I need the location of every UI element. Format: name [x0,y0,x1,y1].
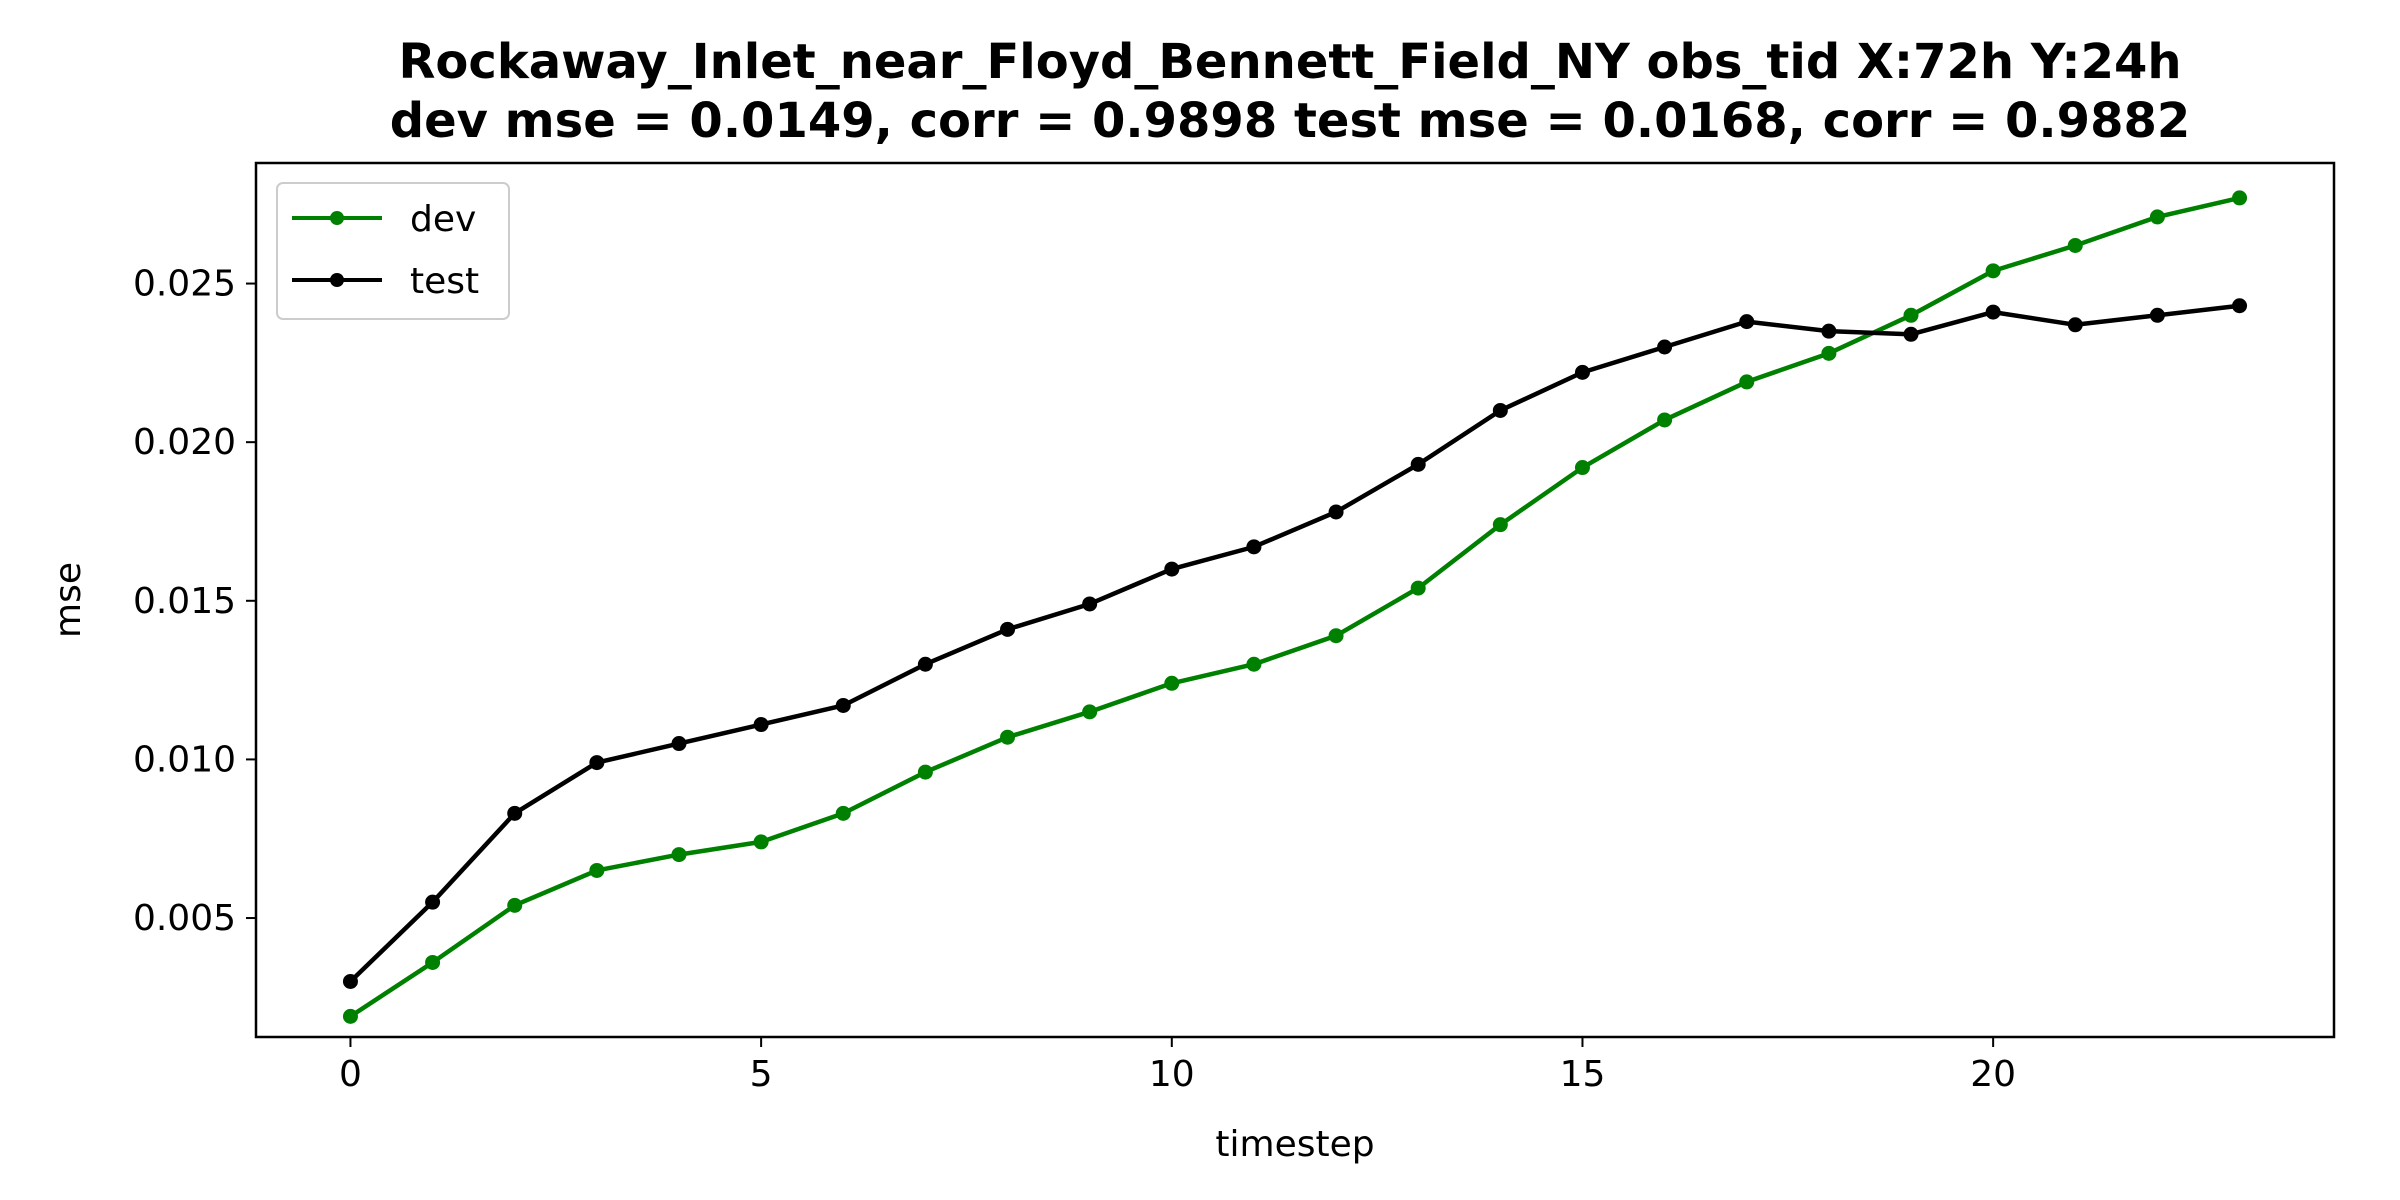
x-axis-label: timestep [1215,1124,1374,1165]
data-point-test [1821,323,1837,339]
data-point-dev [1574,460,1590,476]
data-point-test [1985,304,2001,320]
legend-label-dev: dev [410,199,476,240]
data-point-dev [1164,675,1180,691]
data-point-test [1328,504,1344,520]
data-point-dev [753,834,769,850]
axis-ticks: 0 5 10 15 20 0.005 0.010 0.015 0.020 0.025 [133,264,2016,1095]
data-point-dev [1903,307,1919,323]
series-line-dev [347,195,2243,1020]
y-tick-label: 0.010 [133,739,236,780]
data-point-dev [671,847,687,863]
data-point-test [1410,456,1426,472]
data-point-test [2067,317,2083,333]
data-point-dev [917,764,933,780]
data-point-dev [507,897,523,913]
data-point-test [1000,621,1016,637]
legend-marker-test [330,273,344,287]
data-point-dev [1410,580,1426,596]
data-series [342,190,2248,1024]
y-tick-label: 0.025 [133,264,236,305]
data-point-test [1739,314,1755,330]
x-tick-label: 5 [750,1054,773,1095]
x-tick-label: 20 [1970,1054,2016,1095]
y-tick-label: 0.020 [133,422,236,463]
data-point-dev [1082,704,1098,720]
data-point-dev [1246,656,1262,672]
y-tick-label: 0.005 [133,898,236,939]
data-point-dev [835,805,851,821]
data-point-dev [1985,263,2001,279]
data-point-test [1574,364,1590,380]
data-point-dev [2232,190,2248,206]
data-point-dev [1492,517,1508,533]
data-point-test [2232,298,2248,314]
data-point-test [1164,561,1180,577]
data-point-test [507,805,523,821]
data-point-test [1246,539,1262,555]
legend-label-test: test [410,261,479,302]
data-point-test [425,894,441,910]
chart-title-line-1: Rockaway_Inlet_near_Floyd_Bennett_Field_… [398,34,2181,90]
data-point-dev [2149,209,2165,225]
data-point-test [917,656,933,672]
x-tick-label: 15 [1560,1054,1606,1095]
data-point-test [1082,596,1098,612]
data-point-dev [1657,412,1673,428]
legend-marker-dev [330,211,344,225]
plot-area-frame [254,161,2336,1039]
data-point-dev [2067,237,2083,253]
legend: dev test [276,182,510,320]
data-point-dev [1821,345,1837,361]
x-tick-label: 0 [339,1054,362,1095]
data-point-test [1492,402,1508,418]
data-point-dev [1328,628,1344,644]
data-point-test [671,736,687,752]
data-point-test [342,973,358,989]
data-point-dev [589,862,605,878]
data-point-dev [1000,729,1016,745]
data-point-test [835,697,851,713]
data-point-dev [425,954,441,970]
data-point-test [589,755,605,771]
y-tick-label: 0.015 [133,581,236,622]
data-point-dev [1739,374,1755,390]
data-point-dev [342,1008,358,1024]
y-axis-label: mse [48,562,89,638]
data-point-test [2149,307,2165,323]
chart-title-line-2: dev mse = 0.0149, corr = 0.9898 test mse… [390,93,2191,149]
data-point-test [753,717,769,733]
x-tick-label: 10 [1149,1054,1195,1095]
series-line-test [347,303,2243,985]
data-point-test [1903,326,1919,342]
data-point-test [1657,339,1673,355]
